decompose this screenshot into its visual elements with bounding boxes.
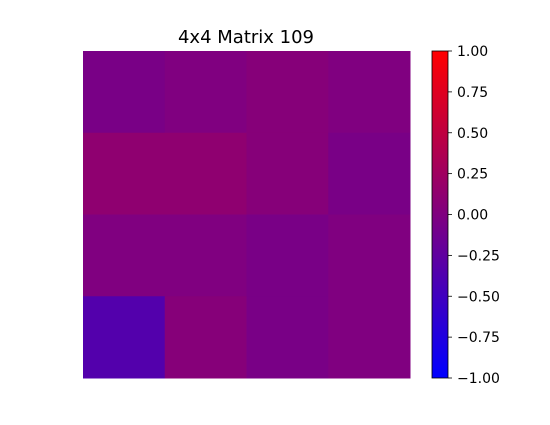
heatmap-cell-r0-c2 <box>246 51 329 134</box>
colorbar-tick-label: −0.50 <box>457 289 500 305</box>
heatmap-cell-r3-c1 <box>164 296 247 379</box>
heatmap-cells <box>83 51 411 379</box>
colorbar-tick-label: −1.00 <box>457 371 500 387</box>
heatmap-cell-r1-c3 <box>328 132 411 215</box>
colorbar: −1.00 −0.75 −0.50 −0.25 0.00 0.25 0.50 0.75 1.00 <box>431 44 500 387</box>
colorbar-tick-label: 1.00 <box>457 44 488 60</box>
colorbar-ticks: −1.00 −0.75 −0.50 −0.25 0.00 0.25 0.50 0.75 1.00 <box>448 44 500 387</box>
heatmap-cell-r1-c0 <box>83 132 166 215</box>
heatmap-cell-r1-c2 <box>246 132 329 215</box>
heatmap-cell-r3-c3 <box>328 296 411 379</box>
heatmap-cell-r1-c1 <box>164 132 247 215</box>
colorbar-tick-label: 0.00 <box>457 208 488 224</box>
colorbar-tick-label: 0.75 <box>457 85 488 101</box>
heatmap-cell-r0-c1 <box>164 51 247 134</box>
heatmap-cell-r2-c0 <box>83 214 166 297</box>
heatmap-cell-r0-c0 <box>83 51 166 134</box>
colorbar-tick-label: 0.50 <box>457 126 488 142</box>
heatmap-cell-r3-c2 <box>246 296 329 379</box>
heatmap-cell-r0-c3 <box>328 51 411 134</box>
heatmap-cell-r2-c3 <box>328 214 411 297</box>
heatmap-cell-r2-c1 <box>164 214 247 297</box>
heatmap-cell-r2-c2 <box>246 214 329 297</box>
colorbar-tick-label: −0.25 <box>457 248 500 264</box>
colorbar-tick-label: −0.75 <box>457 330 500 346</box>
colorbar-tick-label: 0.25 <box>457 167 488 183</box>
chart-title: 4x4 Matrix 109 <box>178 27 314 48</box>
colorbar-gradient <box>431 50 449 379</box>
heatmap-cell-r3-c0 <box>83 296 166 379</box>
